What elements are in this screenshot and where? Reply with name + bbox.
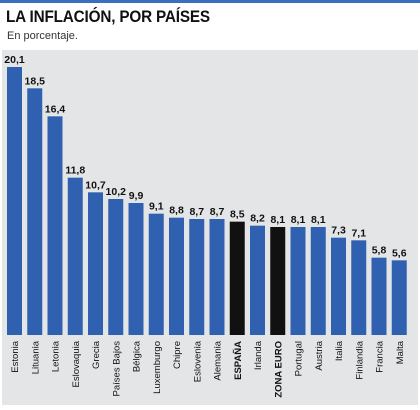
value-label-eslovenia: 8,7 [189,206,204,218]
bar-espana [229,221,245,335]
category-label-paises-bajos: Países Bajos [111,341,122,397]
category-label-chipre: Chipre [172,341,183,369]
category-label-alemania: Alemania [213,340,224,380]
bar-eslovaquia [67,177,83,335]
category-label-zona-euro: ZONA EURO [273,341,284,398]
value-label-chipre: 8,8 [169,205,184,217]
bar-estonia [7,67,22,335]
category-label-belgica: Bélgica [132,340,143,372]
chart-title: LA INFLACIÓN, POR PAÍSES [6,7,210,26]
value-label-francia: 5,8 [372,245,387,257]
bar-eslovenia [189,219,205,335]
category-label-austria: Austria [314,340,325,370]
category-label-irlanda: Irlanda [253,340,264,370]
category-label-portugal: Portugal [294,341,305,376]
value-label-lituania: 18,5 [25,75,46,87]
bar-lituania [27,88,43,335]
value-label-zona-euro: 8,1 [270,214,285,226]
bar-letonia [47,116,63,335]
value-label-irlanda: 8,2 [250,213,265,225]
bar-austria [310,227,326,335]
category-label-italia: Italia [334,340,345,361]
value-label-eslovaquia: 11,8 [65,165,85,177]
bar-portugal [290,227,306,335]
value-label-paises-bajos: 10,2 [106,186,127,198]
value-label-austria: 8,1 [311,214,326,226]
bar-finlandia [351,240,367,335]
bar-francia [371,257,387,335]
category-label-francia: Francia [375,340,386,372]
value-label-luxemburgo: 9,1 [149,201,164,213]
value-label-portugal: 8,1 [291,214,306,226]
category-label-luxemburgo: Luxemburgo [152,341,163,394]
bar-chipre [169,217,184,335]
value-label-letonia: 16,4 [45,103,66,115]
bar-alemania [209,219,225,335]
category-label-espana: ESPAÑA [233,341,244,380]
value-label-estonia: 20,1 [4,54,25,66]
bar-belgica [128,203,144,335]
category-label-finlandia: Finlandia [354,340,365,379]
value-label-espana: 8,5 [230,209,245,221]
bar-grecia [88,192,103,335]
value-label-grecia: 10,7 [85,179,106,191]
category-label-malta: Malta [395,340,406,364]
bar-irlanda [250,225,265,335]
category-label-grecia: Grecia [91,340,102,369]
category-label-eslovenia: Eslovenia [192,340,203,382]
bar-malta [391,260,407,335]
category-label-eslovaquia: Eslovaquia [71,340,82,387]
value-label-italia: 7,3 [331,225,346,237]
bar-paises-bajos [108,199,124,335]
category-label-lituania: Lituania [30,340,41,374]
chart-subtitle: En porcentaje. [7,30,78,42]
value-label-belgica: 9,9 [129,190,144,202]
bar-luxemburgo [148,213,164,335]
bar-italia [331,237,346,335]
value-label-alemania: 8,7 [210,206,225,218]
category-label-estonia: Estonia [10,340,21,372]
top-rule [0,0,420,3]
bar-zona-euro [270,227,286,335]
category-label-letonia: Letonia [51,340,62,372]
value-label-finlandia: 7,1 [351,227,366,239]
value-label-malta: 5,6 [392,247,407,259]
